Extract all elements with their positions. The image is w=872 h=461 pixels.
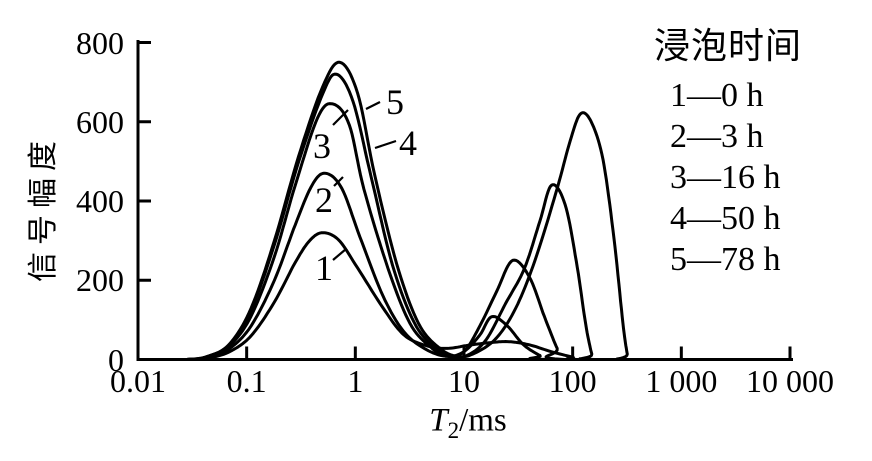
curve-2 [136,171,792,361]
x-tick-label: 100 [548,363,597,399]
curve-3 [136,102,792,361]
x-axis-symbol: T [429,402,448,439]
y-tick-label: 600 [76,103,124,140]
y-tick-label: 800 [76,24,124,61]
x-axis-unit: /ms [459,402,507,439]
curve-1 [136,231,792,361]
x-tick-label: 0.1 [226,363,267,399]
curve-label-leader [365,101,381,110]
legend-title: 浸泡时间 [654,26,803,66]
x-axis-subscript: 2 [447,418,460,444]
x-tick-label: 10 [447,363,480,399]
curve-label-3: 3 [313,126,331,166]
x-axis-title: T2/ms [429,402,507,444]
legend-entry-1: 1—0 h [670,77,764,114]
curve-label-2: 2 [315,180,333,220]
legend-entry-2: 2—3 h [670,118,764,155]
curve-label-leader [332,248,347,261]
x-tick-label: 0.01 [110,363,166,399]
legend: 浸泡时间 1—0 h 2—3 h 3—16 h 4—50 h 5—78 h [654,24,802,280]
legend-entry-3: 3—16 h [670,159,781,196]
curve-label-leader [332,109,349,126]
curve-label-4: 4 [399,123,417,163]
y-tick-label: 0 [108,341,124,378]
y-tick-label: 200 [76,262,124,299]
legend-entry-4: 4—50 h [670,200,781,237]
x-tick-label: 1 [347,363,364,399]
x-tick-label: 10 000 [745,363,834,399]
curve-5 [136,60,792,361]
legend-entry-5: 5—78 h [670,241,781,278]
curve-label-leader [333,176,344,187]
curve-label-1: 1 [315,248,333,288]
curve-label-5: 5 [386,82,404,122]
x-tick-label: 1 000 [645,363,718,399]
y-tick-label: 400 [76,183,124,219]
curve-label-leader [374,139,397,150]
